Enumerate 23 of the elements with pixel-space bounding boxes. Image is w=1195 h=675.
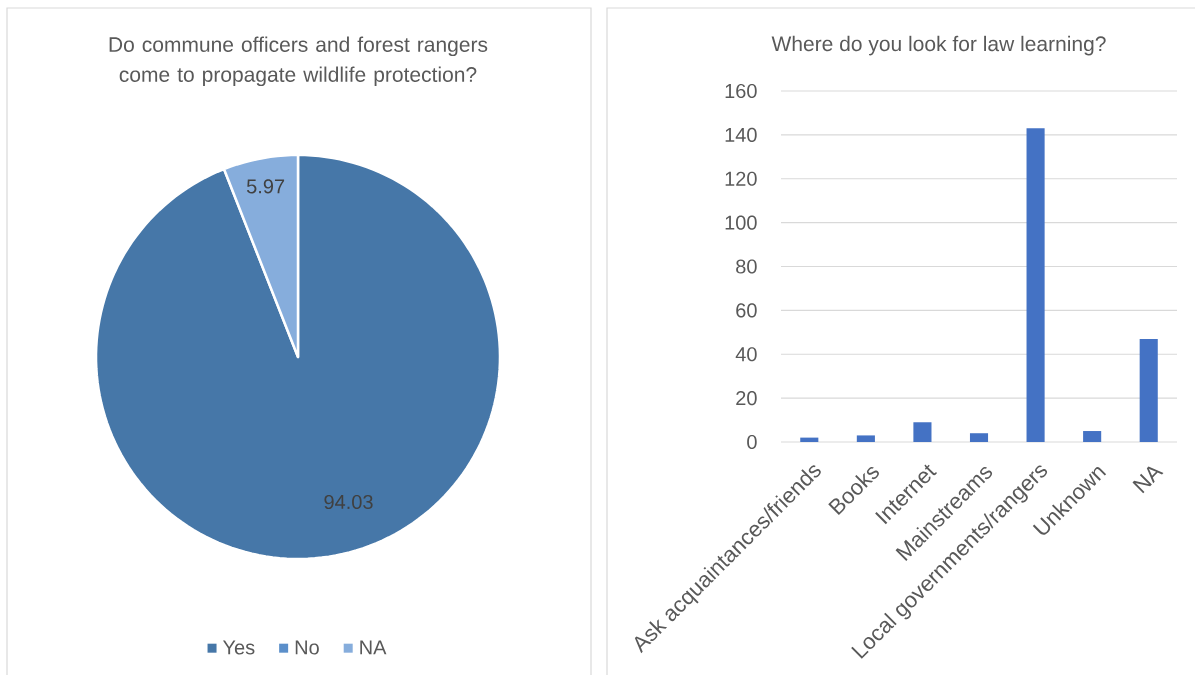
data-label: 5.97 [246,179,285,194]
bar [969,433,989,442]
y-tick-label: 140 [725,127,757,142]
bar [1026,128,1045,442]
y-tick-label: 20 [736,391,757,406]
bar [1083,431,1102,442]
chart-title: Do commune officers and forest rangers come to propagate wildlife protection? [109,36,488,87]
y-tick-label: 40 [735,347,757,362]
chart-title: Where do you look for law learning? [771,35,1106,56]
bar [913,422,932,442]
data-label: 94.03 [324,494,373,510]
y-tick-label: 0 [747,434,757,450]
y-tick-label: 160 [725,83,757,99]
y-tick-label: 120 [725,171,757,186]
x-tick-label: NA [1132,466,1164,494]
legend-label: Yes [222,640,255,655]
y-tick-label: 80 [736,259,757,274]
bar [856,435,875,442]
y-tick-label: 60 [736,303,757,318]
bar [800,437,819,442]
y-tick-label: 100 [725,215,757,230]
bar [1139,338,1158,442]
legend-label: No [295,640,319,655]
